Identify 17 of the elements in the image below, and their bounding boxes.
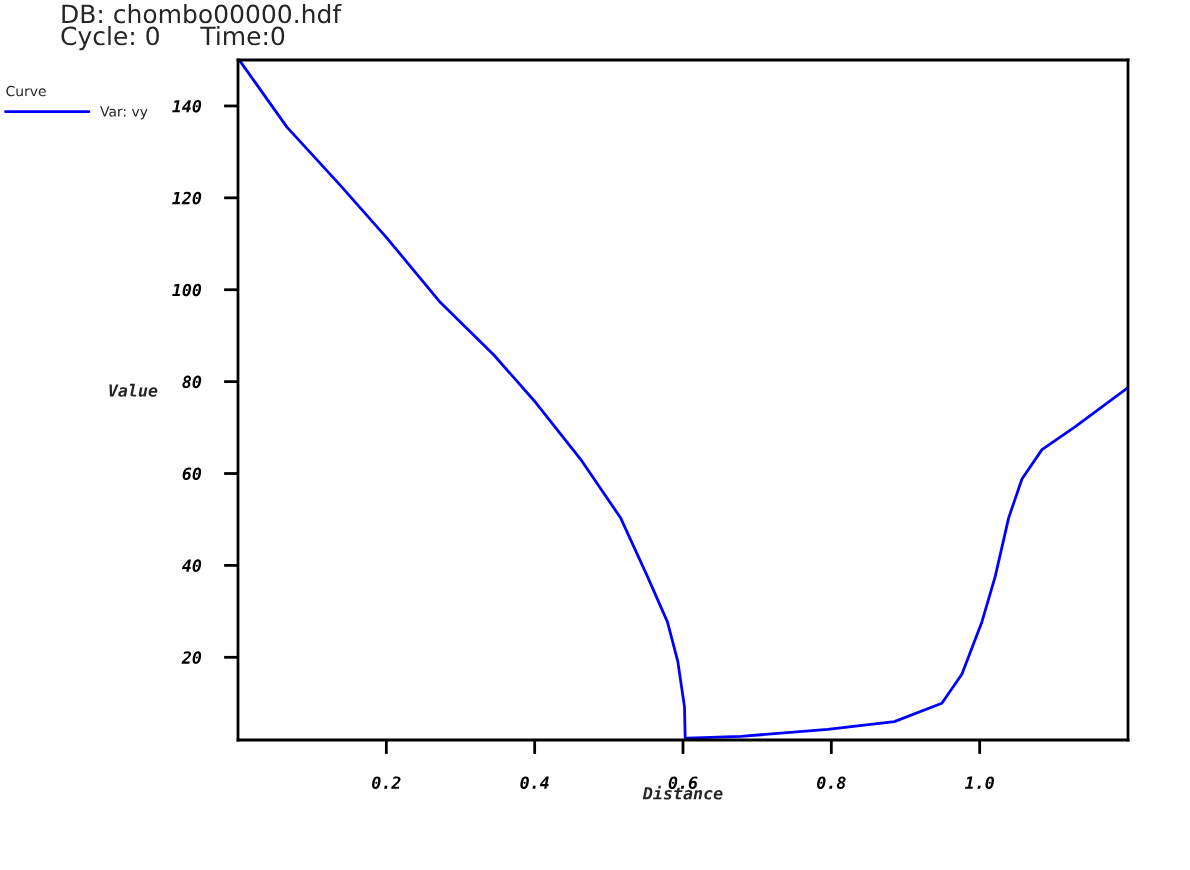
chart-title: DB: chombo00000.hdf: [62, 4, 342, 24]
x-tick-label: 1.0: [964, 776, 994, 790]
y-tick-label: 140: [172, 99, 202, 113]
y-tick-label: 80: [182, 375, 202, 389]
line-series: [238, 60, 1128, 740]
x-tick-label: 0.4: [520, 776, 549, 790]
x-axis-title: Distance: [642, 785, 723, 800]
y-tick-label: 20: [181, 651, 202, 664]
y-tick-label: 120: [172, 191, 202, 205]
y-tick-label: 40: [181, 559, 202, 572]
y-tick-label: 60: [182, 467, 202, 481]
y-axis-title: Value: [109, 383, 158, 397]
x-tick-label: 0.2: [372, 776, 401, 790]
chart-subtitle: Cycle: 0 Time:0: [61, 26, 285, 51]
x-tick-label: 0.6: [668, 776, 698, 790]
x-tick-label: 0.8: [817, 776, 846, 790]
y-tick-label: 100: [172, 283, 202, 297]
